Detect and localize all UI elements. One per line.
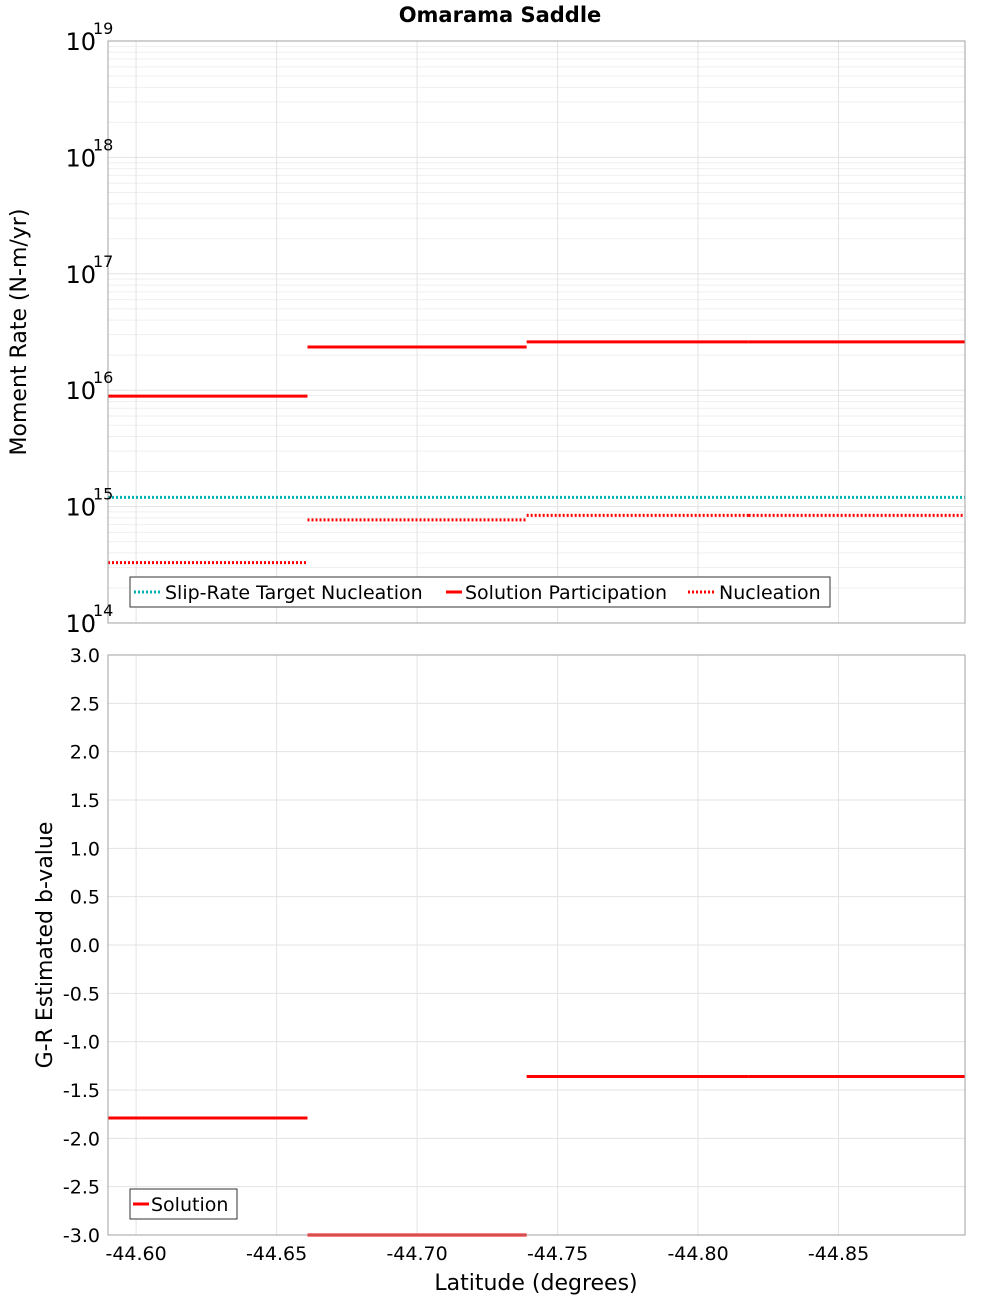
y-tick-label-base: 10 xyxy=(65,261,96,289)
y-axis-label: Moment Rate (N-m/yr) xyxy=(7,209,32,456)
x-tick-label: -44.75 xyxy=(527,1243,588,1265)
legend-label-0: Slip-Rate Target Nucleation xyxy=(165,582,423,604)
y-tick-label-exponent: 18 xyxy=(93,135,113,154)
y-tick-label: -2.5 xyxy=(63,1177,100,1199)
plot-frame xyxy=(107,654,966,1236)
y-tick-label-exponent: 15 xyxy=(93,485,113,504)
y-tick-label-exponent: 16 xyxy=(93,368,113,387)
y-tick-label: 0.0 xyxy=(70,935,100,957)
plot-frame xyxy=(107,40,966,624)
y-tick-label-base: 10 xyxy=(65,494,96,522)
y-tick-label-base: 10 xyxy=(65,28,96,56)
legend-label-0: Solution xyxy=(151,1194,228,1216)
y-tick-label-base: 10 xyxy=(65,377,96,405)
y-axis-label: G-R Estimated b-value xyxy=(33,822,58,1069)
x-tick-label: -44.65 xyxy=(246,1243,307,1265)
y-tick-label: 2.5 xyxy=(70,693,100,715)
x-tick-label: -44.60 xyxy=(105,1243,166,1265)
legend: Slip-Rate Target Nucleation Solution Part… xyxy=(129,576,831,608)
y-tick-label: 0.5 xyxy=(70,887,100,909)
x-tick-label: -44.70 xyxy=(386,1243,447,1265)
y-tick-label: -3.0 xyxy=(63,1225,100,1247)
y-tick-label-base: 10 xyxy=(65,144,96,172)
b-value-plot: 3.0 2.5 2.0 1.5 1.0 0.5 0.0 -0.5 -1.0 -1.5 -2.0 -2.… xyxy=(33,645,966,1296)
y-tick-label: 3.0 xyxy=(70,645,100,667)
y-tick-label-exponent: 19 xyxy=(93,19,113,38)
y-tick-label: -1.0 xyxy=(63,1032,100,1054)
y-tick-label-exponent: 17 xyxy=(93,252,113,271)
y-tick-label: -1.5 xyxy=(63,1080,100,1102)
y-tick-label-exponent: 14 xyxy=(93,601,113,620)
y-tick-label-base: 10 xyxy=(65,610,96,638)
y-tick-label: 2.0 xyxy=(70,742,100,764)
y-tick-label: -2.0 xyxy=(63,1128,100,1150)
legend-label-2: Nucleation xyxy=(719,582,821,604)
y-tick-label: 1.0 xyxy=(70,838,100,860)
y-tick-label: 1.5 xyxy=(70,790,100,812)
legend: Solution xyxy=(129,1188,238,1220)
x-tick-label: -44.85 xyxy=(808,1243,869,1265)
moment-rate-plot: Omarama Saddle101410151016101710181019Mo… xyxy=(7,3,966,638)
chart-title: Omarama Saddle xyxy=(399,3,602,27)
x-axis-label: Latitude (degrees) xyxy=(434,1271,637,1296)
y-tick-label: -0.5 xyxy=(63,983,100,1005)
legend-label-1: Solution Participation xyxy=(465,582,667,604)
x-tick-label: -44.80 xyxy=(667,1243,728,1265)
